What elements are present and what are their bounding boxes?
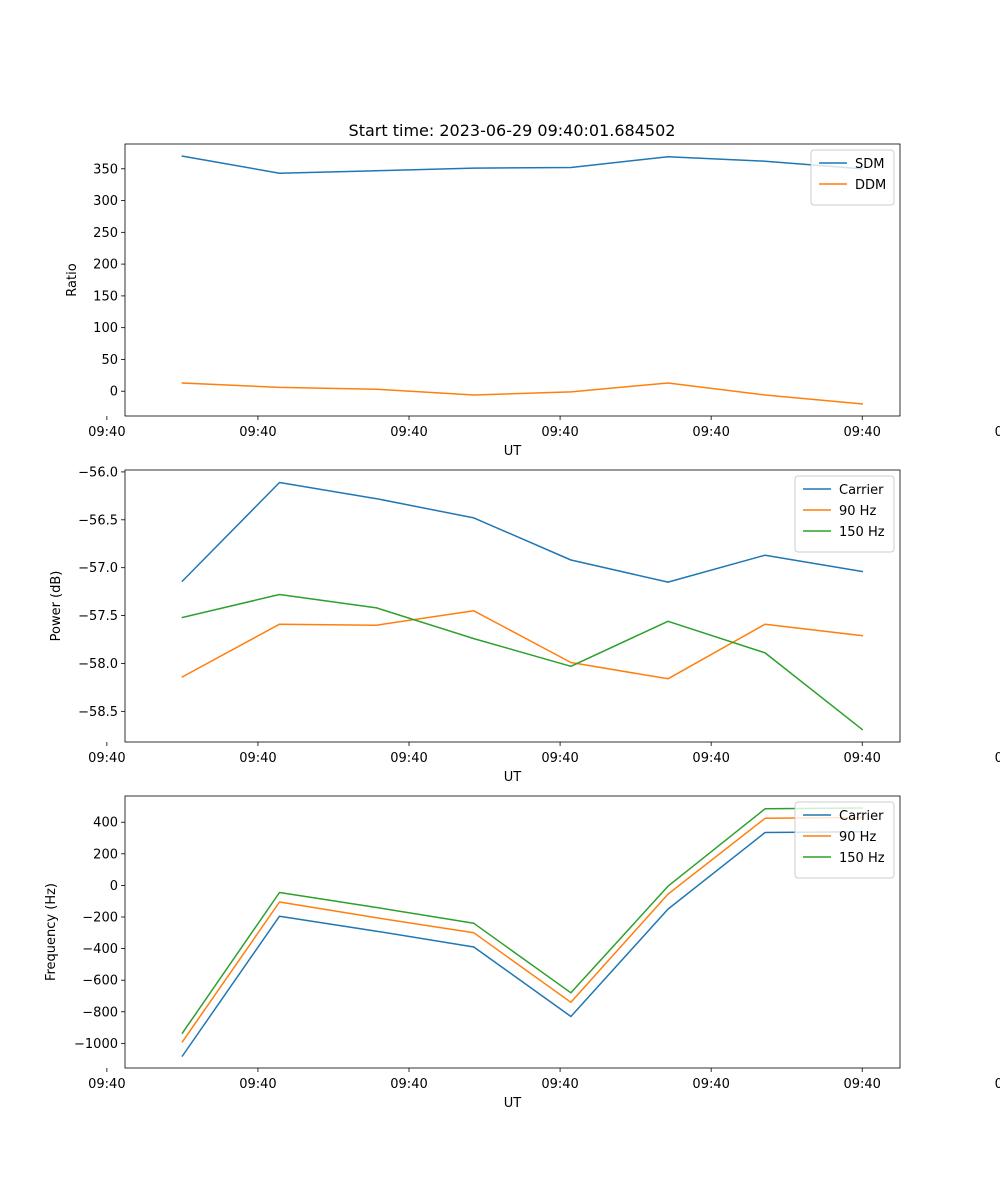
- figure-title: Start time: 2023-06-29 09:40:01.684502: [349, 121, 676, 140]
- plot-area: [124, 795, 901, 1069]
- y-tick-label: 300: [93, 194, 118, 209]
- legend: Carrier 90 Hz 150 Hz: [794, 475, 895, 553]
- x-axis-label: UT: [504, 444, 522, 459]
- plot-area: [124, 143, 901, 417]
- y-tick-label: 400: [93, 816, 118, 831]
- x-tick-label: 09:40: [88, 751, 125, 766]
- panel-1: 09:40 09:40 09:40 09:40 09:40 09:40 09:41 0 50 10…: [65, 143, 1000, 459]
- y-tick-label: −400: [82, 942, 118, 957]
- legend-label: Carrier: [839, 483, 884, 498]
- legend: Carrier 90 Hz 150 Hz: [794, 801, 895, 879]
- x-tick-label: 09:41: [995, 1077, 1000, 1092]
- y-tick-label: −57.0: [78, 561, 118, 576]
- x-tick-label: 09:40: [390, 425, 427, 440]
- x-tick-label: 09:40: [239, 751, 276, 766]
- x-tick-label: 09:41: [995, 425, 1000, 440]
- legend-label: 90 Hz: [839, 830, 876, 845]
- y-tick-label: −58.5: [78, 705, 118, 720]
- y-tick-label: 0: [110, 385, 118, 400]
- plot-area: [124, 469, 901, 743]
- legend-label: 90 Hz: [839, 504, 876, 519]
- x-tick-label: 09:40: [541, 425, 578, 440]
- y-tick-label: −1000: [74, 1037, 118, 1052]
- x-tick-label: 09:40: [843, 751, 880, 766]
- y-axis-label: Frequency (Hz): [44, 883, 59, 981]
- y-tick-label: 50: [101, 353, 118, 368]
- y-axis-label: Ratio: [65, 263, 80, 296]
- y-tick-label: 150: [93, 289, 118, 304]
- legend-box: [794, 475, 895, 553]
- x-axis-label: UT: [504, 1096, 522, 1111]
- series-line-90-hz: [181, 610, 864, 680]
- legend-box: [794, 801, 895, 879]
- legend: SDM DDM: [810, 149, 895, 206]
- x-tick-label: 09:40: [843, 425, 880, 440]
- x-tick-label: 09:40: [692, 1077, 729, 1092]
- x-tick-label: 09:40: [843, 1077, 880, 1092]
- legend-label: SDM: [855, 157, 884, 172]
- series-line-carrier: [181, 830, 863, 1058]
- y-tick-label: 0: [110, 879, 118, 894]
- x-tick-label: 09:40: [692, 425, 729, 440]
- y-tick-label: −56.0: [78, 465, 118, 480]
- series-line-150-hz: [181, 593, 864, 731]
- x-tick-label: 09:40: [239, 1077, 276, 1092]
- legend-label: 150 Hz: [839, 525, 885, 540]
- y-tick-label: −58.0: [78, 657, 118, 672]
- x-tick-label: 09:40: [88, 1077, 125, 1092]
- y-tick-label: 200: [93, 258, 118, 273]
- y-tick-label: 200: [93, 847, 118, 862]
- series-line-carrier: [181, 481, 864, 583]
- panel-2: 09:40 09:40 09:40 09:40 09:40 09:40 09:41 −58.5…: [49, 465, 1000, 785]
- y-axis-label: Power (dB): [49, 571, 64, 642]
- series-line-sdm: [181, 155, 864, 174]
- x-tick-label: 09:40: [390, 1077, 427, 1092]
- series-line-ddm: [181, 382, 864, 405]
- x-tick-label: 09:41: [995, 751, 1000, 766]
- y-tick-label: −57.5: [78, 609, 118, 624]
- x-tick-label: 09:40: [88, 425, 125, 440]
- series-line-150-hz: [181, 807, 863, 1035]
- y-tick-label: −56.5: [78, 513, 118, 528]
- panels: 09:40 09:40 09:40 09:40 09:40 09:40 09:41 0 50 10…: [44, 143, 1000, 1111]
- legend-label: DDM: [855, 178, 886, 193]
- x-axis-label: UT: [504, 770, 522, 785]
- y-tick-label: −600: [82, 974, 118, 989]
- y-tick-label: 100: [93, 321, 118, 336]
- y-tick-label: −200: [82, 910, 118, 925]
- x-tick-label: 09:40: [541, 751, 578, 766]
- x-tick-label: 09:40: [390, 751, 427, 766]
- x-tick-label: 09:40: [239, 425, 276, 440]
- x-tick-label: 09:40: [541, 1077, 578, 1092]
- panel-3: 09:40 09:40 09:40 09:40 09:40 09:40 09:41 −1000…: [44, 795, 1000, 1111]
- y-tick-label: 250: [93, 226, 118, 241]
- series-line-90-hz: [181, 816, 863, 1043]
- legend-label: 150 Hz: [839, 851, 885, 866]
- y-tick-label: −800: [82, 1005, 118, 1020]
- legend-label: Carrier: [839, 809, 884, 824]
- y-tick-label: 350: [93, 162, 118, 177]
- x-tick-label: 09:40: [692, 751, 729, 766]
